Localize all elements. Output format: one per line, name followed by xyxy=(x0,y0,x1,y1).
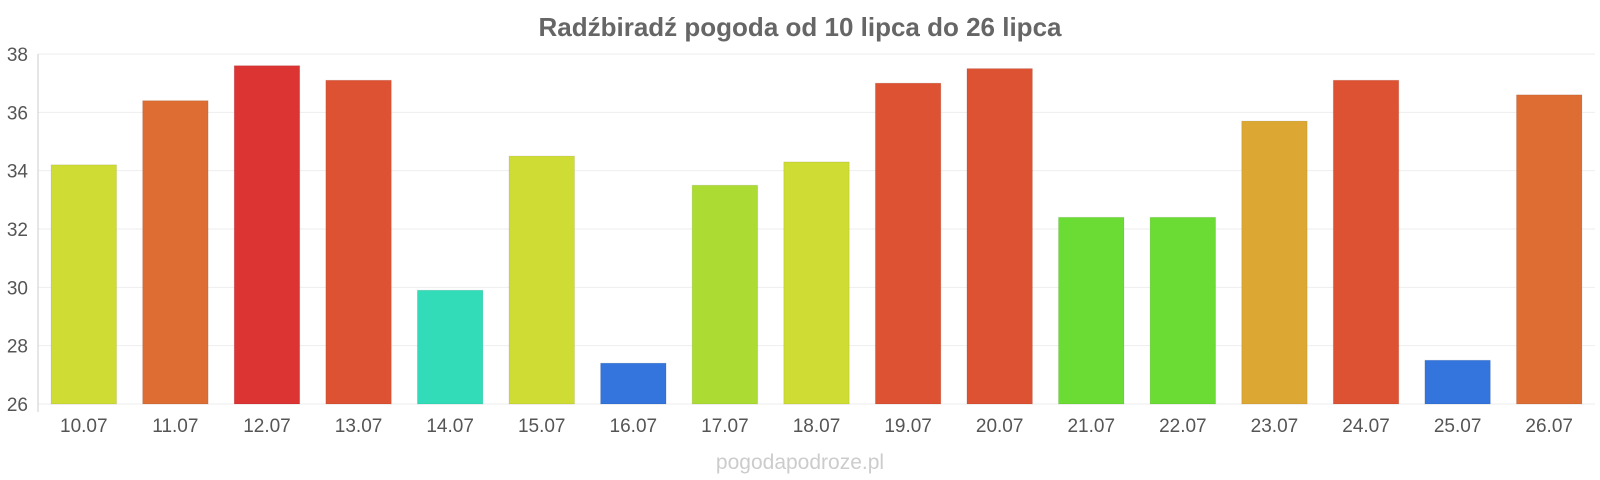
bars xyxy=(50,65,1583,405)
bar-12.07 xyxy=(233,65,301,405)
bar-18.07 xyxy=(783,161,850,405)
bar-23.07 xyxy=(1241,120,1308,405)
y-tick-label: 30 xyxy=(7,278,28,299)
x-axis: 10.07 11.07 12.07 13.07 14.07 15.07 16.07 17.07… xyxy=(60,416,1573,437)
x-tick-label: 17.07 xyxy=(701,416,749,437)
y-tick-label: 26 xyxy=(7,395,28,416)
x-tick-label: 18.07 xyxy=(793,416,841,437)
x-tick-label: 10.07 xyxy=(60,416,108,437)
bar-17.07 xyxy=(691,184,759,405)
bar-24.07 xyxy=(1332,79,1400,405)
bar-21.07 xyxy=(1058,216,1125,405)
bar-14.07 xyxy=(416,289,484,405)
bar-19.07 xyxy=(874,82,942,405)
x-tick-label: 25.07 xyxy=(1434,416,1482,437)
y-axis: 26 28 30 32 34 36 38 xyxy=(7,45,39,416)
x-tick-label: 22.07 xyxy=(1159,416,1207,437)
x-tick-label: 12.07 xyxy=(243,416,291,437)
x-tick-label: 16.07 xyxy=(610,416,658,437)
bar-25.07 xyxy=(1424,359,1491,405)
bar-13.07 xyxy=(325,79,392,405)
y-tick-label: 28 xyxy=(7,337,28,358)
x-tick-label: 20.07 xyxy=(976,416,1024,437)
chart-title: Radźbiradź pogoda od 10 lipca do 26 lipc… xyxy=(539,12,1063,42)
x-tick-label: 24.07 xyxy=(1342,416,1390,437)
y-tick-label: 34 xyxy=(7,162,29,183)
watermark: pogodapodroze.pl xyxy=(716,451,884,474)
x-tick-label: 21.07 xyxy=(1067,416,1115,437)
x-tick-label: 15.07 xyxy=(518,416,566,437)
bar-20.07 xyxy=(966,68,1033,405)
x-tick-label: 26.07 xyxy=(1525,416,1573,437)
x-tick-label: 14.07 xyxy=(426,416,474,437)
bar-22.07 xyxy=(1149,216,1217,405)
x-tick-label: 13.07 xyxy=(335,416,383,437)
x-tick-label: 23.07 xyxy=(1251,416,1299,437)
y-tick-label: 38 xyxy=(7,45,28,66)
bar-26.07 xyxy=(1515,94,1583,405)
bar-15.07 xyxy=(508,155,575,405)
bar-11.07 xyxy=(142,100,209,405)
bar-10.07 xyxy=(50,164,118,405)
x-tick-label: 11.07 xyxy=(152,416,198,437)
bar-16.07 xyxy=(600,362,667,405)
y-tick-label: 32 xyxy=(7,220,28,241)
x-tick-label: 19.07 xyxy=(884,416,932,437)
y-tick-label: 36 xyxy=(7,103,28,124)
